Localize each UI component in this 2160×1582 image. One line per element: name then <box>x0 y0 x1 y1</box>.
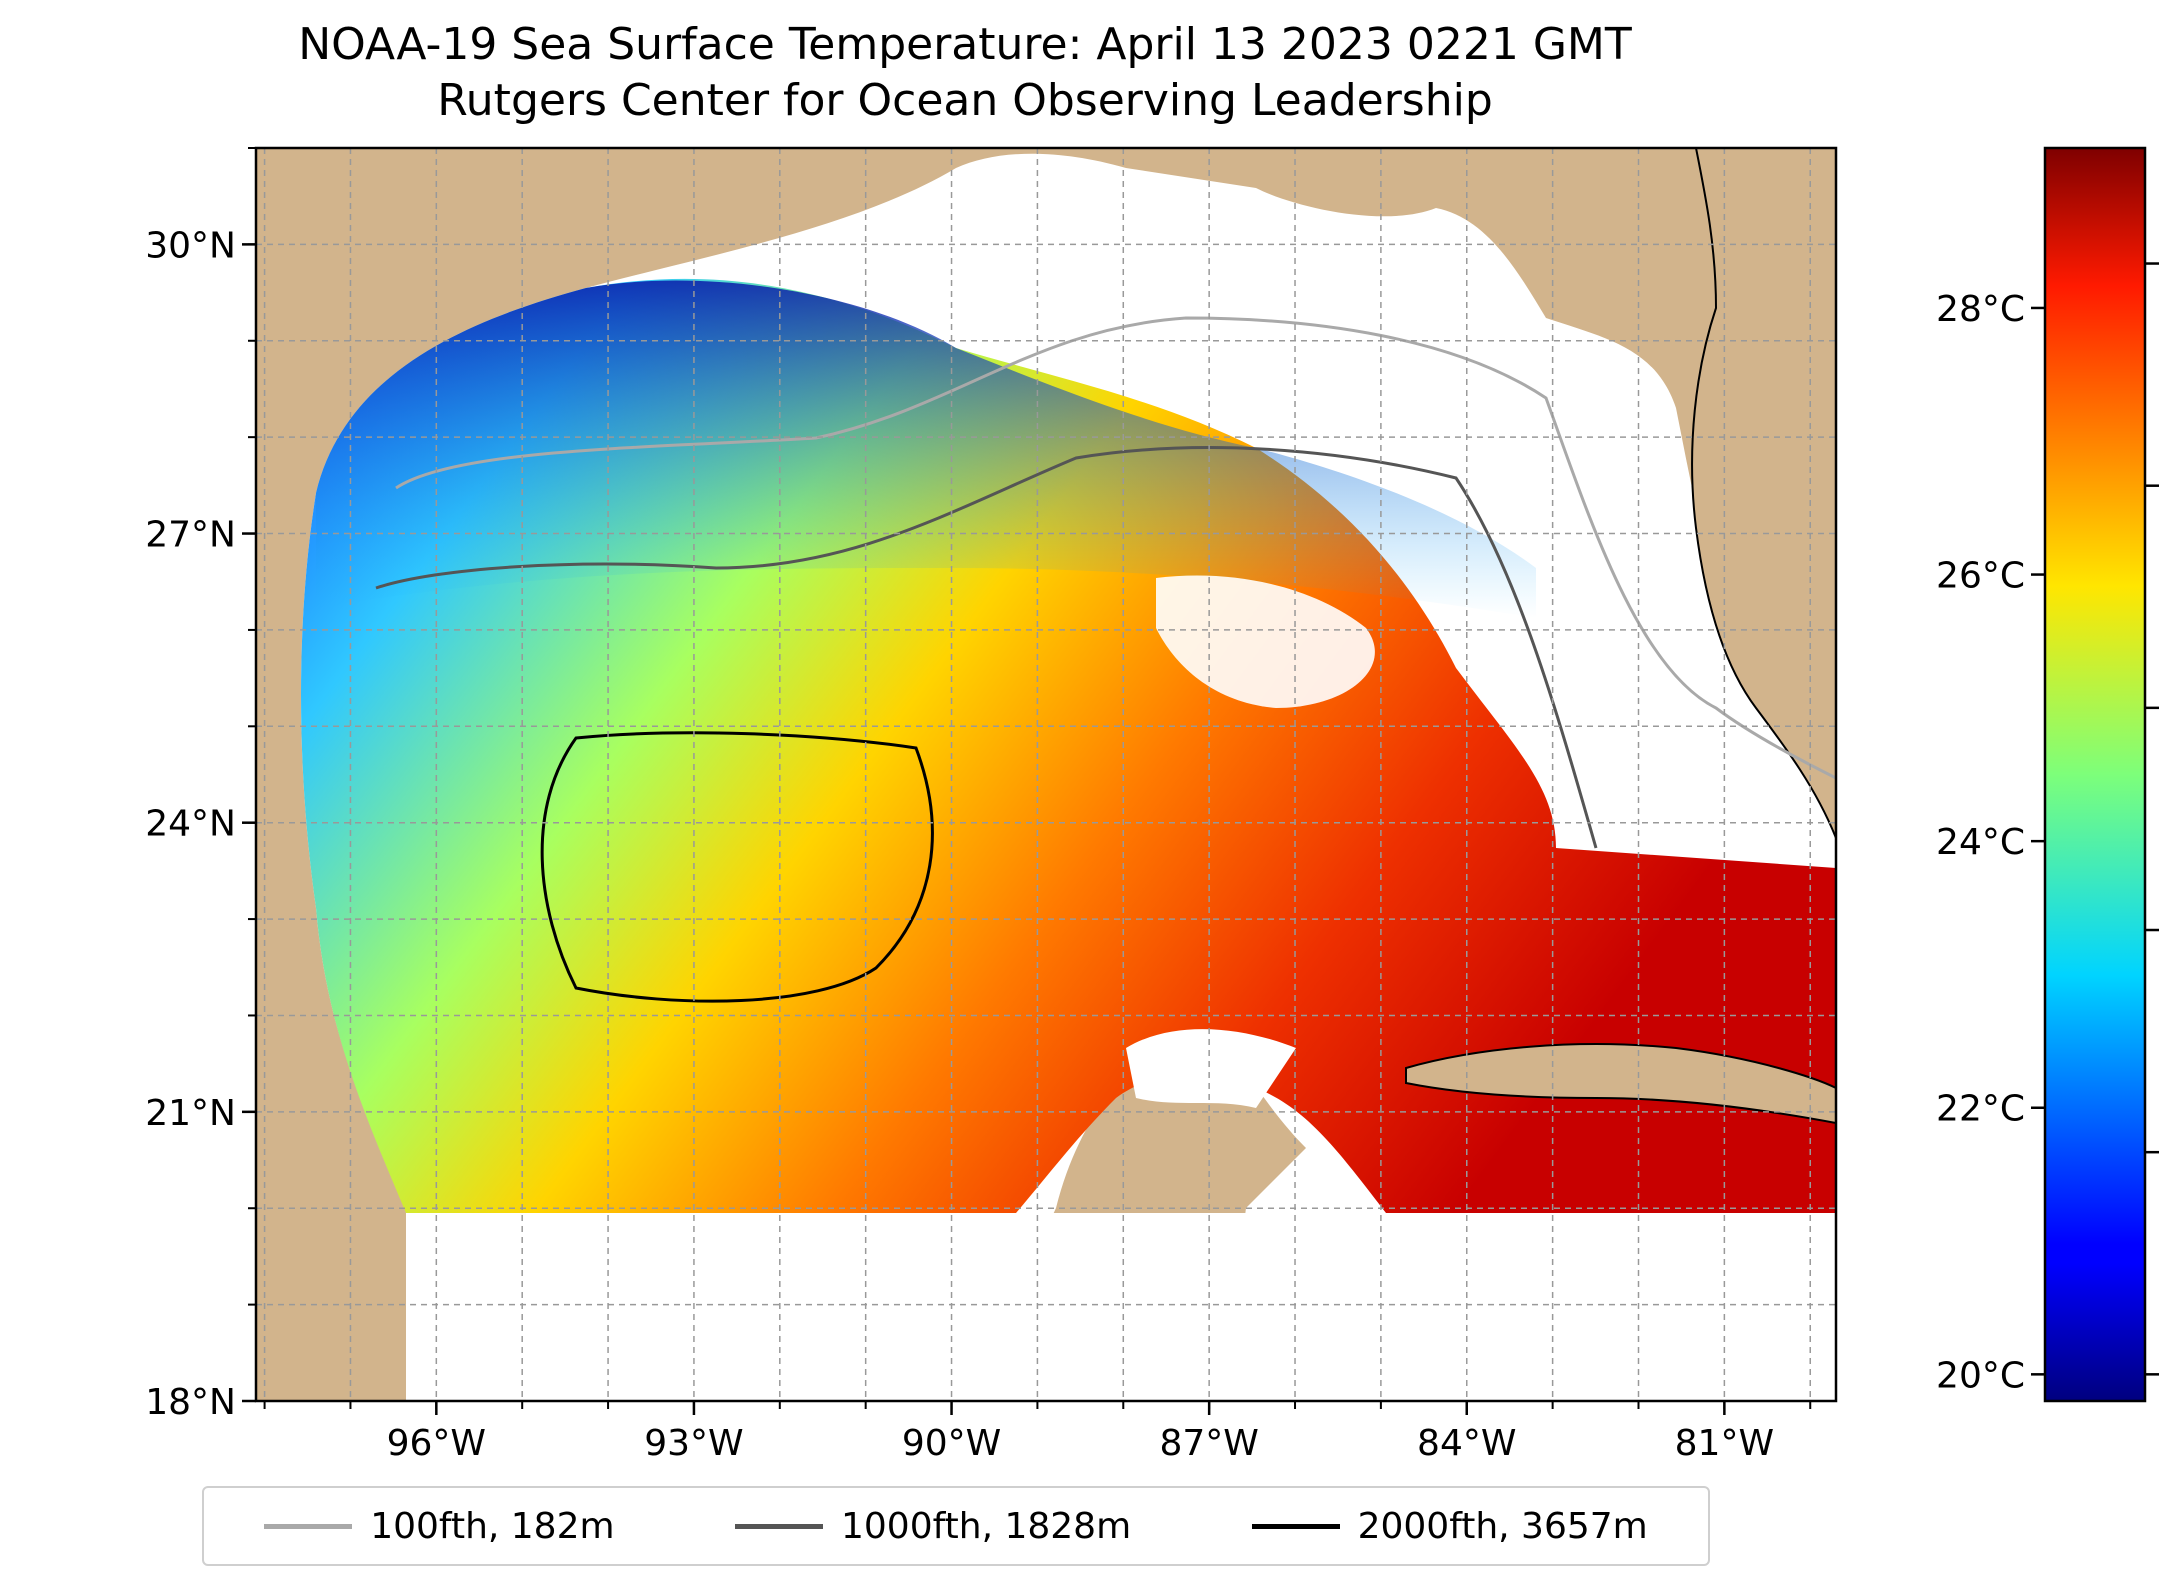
longitude-axis: 96°W 93°W 90°W 87°W 84°W 81°W <box>263 1401 1812 1464</box>
latitude-axis: 18°N 21°N 24°N 27°N 30°N <box>145 147 256 1423</box>
nodata-band <box>406 1213 1836 1401</box>
isobath-1000fth <box>375 446 1598 849</box>
lat-tick-label: 27°N <box>145 515 236 556</box>
lon-tick-label: 93°W <box>644 1423 743 1464</box>
lat-tick-label: 30°N <box>145 225 236 266</box>
celsius-tick-label: 22°C <box>1936 1089 2025 1130</box>
lon-tick-label: 81°W <box>1675 1423 1774 1464</box>
temperature-colorbar: 20°C 22°C 24°C 26°C 28°C 68°F71°F74°F77°F80°… <box>1915 146 2159 1412</box>
legend-item-2000fth: 2000fth, 3657m <box>1251 1505 1648 1547</box>
legend-swatch-1000fth <box>734 1523 823 1529</box>
celsius-ticks: 20°C 22°C 24°C 26°C 28°C <box>1936 289 2045 1396</box>
legend-item-100fth: 100fth, 182m <box>264 1505 615 1547</box>
isobath-2000fth <box>540 731 934 1003</box>
cloud-mask-central <box>1156 575 1375 708</box>
legend-item-1000fth: 1000fth, 1828m <box>734 1505 1132 1547</box>
map-border <box>254 146 1838 1403</box>
colorbar-gradient <box>2043 146 2147 1403</box>
fahrenheit-ticks: 68°F71°F74°F77°F80°F83°F <box>2145 262 2159 1376</box>
legend-label-100fth: 100fth, 182m <box>370 1505 615 1547</box>
cloud-mask-north <box>1016 227 1423 386</box>
isobath-legend: 100fth, 182m 1000fth, 1828m 2000fth, 365… <box>202 1486 1710 1566</box>
celsius-tick-label: 26°C <box>1936 556 2025 597</box>
map-plot-area <box>256 148 1836 1401</box>
map-svg: 18°N 21°N 24°N 27°N 30°N 96°W 93°W 90°W 87°W 84°… <box>145 146 1838 1464</box>
lat-tick-label: 24°N <box>145 804 236 845</box>
lat-tick-label: 21°N <box>145 1093 236 1134</box>
lon-tick-label: 84°W <box>1417 1423 1516 1464</box>
lon-tick-label: 90°W <box>902 1423 1001 1464</box>
legend-swatch-100fth <box>264 1523 353 1529</box>
legend-swatch-2000fth <box>1251 1523 1340 1529</box>
celsius-tick-label: 24°C <box>1936 822 2025 863</box>
celsius-tick-label: 20°C <box>1936 1355 2025 1396</box>
lon-tick-label: 87°W <box>1159 1423 1258 1464</box>
colorbar-svg: 20°C 22°C 24°C 26°C 28°C 68°F71°F74°F77°F80°… <box>1936 146 2159 1403</box>
legend-label-2000fth: 2000fth, 3657m <box>1357 1505 1648 1547</box>
sst-map: 18°N 21°N 24°N 27°N 30°N 96°W 93°W 90°W 87°W 84°… <box>145 146 1838 1464</box>
cuba-land <box>1405 1043 1836 1125</box>
legend-label-1000fth: 1000fth, 1828m <box>840 1505 1132 1547</box>
chart-title: NOAA-19 Sea Surface Temperature: April 1… <box>298 19 1632 70</box>
lon-tick-label: 96°W <box>387 1423 486 1464</box>
lat-tick-label: 18°N <box>145 1382 236 1423</box>
chart-subtitle: Rutgers Center for Ocean Observing Leade… <box>437 75 1493 126</box>
isobath-100fth <box>395 316 1836 780</box>
celsius-tick-label: 28°C <box>1936 289 2025 330</box>
cloud-mask-yucatan <box>1126 1029 1296 1108</box>
